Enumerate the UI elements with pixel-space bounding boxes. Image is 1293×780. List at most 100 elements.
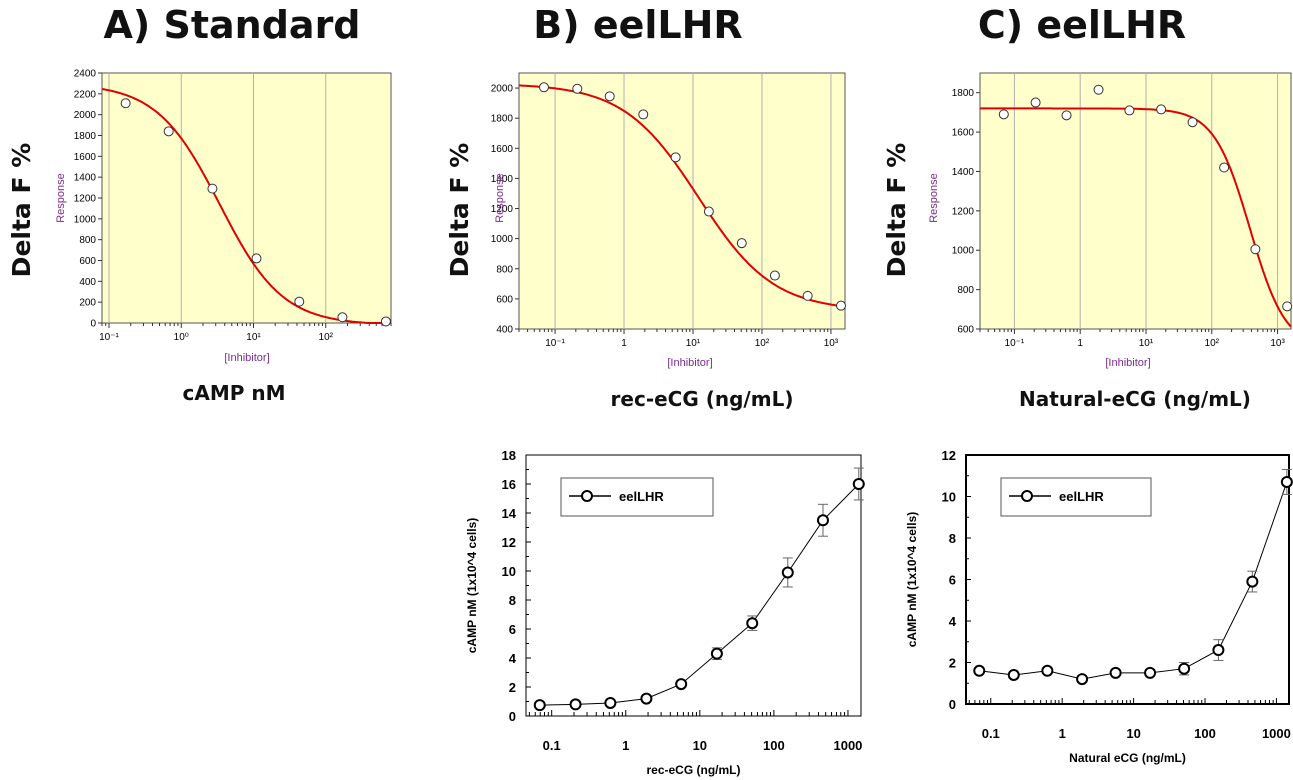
- x-tick-label: 10⁻¹: [99, 332, 119, 343]
- y-tick-label: 8: [509, 593, 516, 608]
- y-tick-label: 1200: [491, 204, 514, 215]
- y-tick-label: 10: [942, 490, 956, 505]
- plot-area: [518, 72, 846, 330]
- y-tick-label: 2: [949, 656, 956, 671]
- legend-marker: [581, 490, 593, 502]
- data-point: [973, 664, 986, 677]
- data-point: [1282, 301, 1293, 312]
- y-tick-label: 800: [957, 285, 974, 296]
- data-point: [251, 253, 262, 264]
- y-tick-label: 800: [79, 235, 96, 246]
- x-tick-label: 1000: [833, 738, 862, 753]
- y-tick-label: 4: [949, 614, 957, 629]
- y-tick-label: 8: [949, 531, 956, 546]
- y-tick-label: 16: [502, 477, 516, 492]
- data-point: [836, 300, 847, 311]
- data-point: [1061, 110, 1072, 121]
- data-point: [337, 312, 348, 323]
- data-point: [998, 109, 1009, 120]
- y-tick-label: 2000: [491, 84, 514, 95]
- y-tick-label: 12: [942, 448, 956, 463]
- y-tick-label: 1200: [74, 194, 97, 205]
- y-tick-label: 2: [509, 680, 516, 695]
- figure-x-label: cAMP nM: [183, 381, 286, 405]
- data-point: [1212, 644, 1225, 657]
- plot-area: [979, 72, 1292, 330]
- y-tick-label: 1000: [491, 234, 514, 245]
- inner-x-label: [Inhibitor]: [224, 352, 269, 364]
- data-point: [1187, 117, 1198, 128]
- panel-title: B) eelLHR: [533, 3, 742, 47]
- data-point: [604, 91, 615, 102]
- x-tick-label: 1: [1059, 726, 1066, 741]
- panel-title: C) eelLHR: [978, 3, 1186, 47]
- data-point: [769, 270, 780, 281]
- x-tick-label: 10²: [319, 332, 334, 343]
- chart-e: 0 2 4 6 8 10 12 0.1 1 10 100 1000 eelLHR cAMP nM (1x1…: [905, 448, 1293, 765]
- x-tick-label: 10¹: [686, 338, 701, 349]
- x-tick-label: 100: [763, 738, 785, 753]
- x-tick-label: 0.1: [982, 726, 1000, 741]
- x-tick-label: 10⁻¹: [1005, 338, 1025, 349]
- y-tick-label: 400: [496, 325, 513, 336]
- y-tick-label: 1600: [491, 144, 514, 155]
- chart-c: 600 800 1000 1200 1400 1600 1800 10⁻¹ 1 10¹ 10² 10³…: [882, 3, 1293, 411]
- y-tick-label: 1800: [74, 131, 97, 142]
- figure-x-label: rec-eCG (ng/mL): [611, 387, 794, 411]
- plot-area: [101, 72, 392, 324]
- inner-y-label: Response: [55, 173, 67, 223]
- y-tick-label: 2200: [74, 89, 97, 100]
- y-tick-label: 6: [949, 573, 956, 588]
- inner-x-label: [Inhibitor]: [667, 357, 712, 369]
- data-point: [1109, 666, 1122, 679]
- chart-b: 400 600 800 1000 1200 1400 1600 1800 2000 10⁻¹ 1 10…: [445, 3, 847, 411]
- x-tick-label: 100: [1194, 726, 1216, 741]
- x-axis-label: Natural eCG (ng/mL): [1069, 751, 1186, 765]
- data-point: [1156, 104, 1167, 115]
- data-point: [1219, 162, 1230, 173]
- data-point: [670, 152, 681, 163]
- y-tick-label: 18: [502, 448, 516, 463]
- x-tick-label: 10³: [1270, 338, 1285, 349]
- series-line: [539, 483, 860, 706]
- data-point: [572, 83, 583, 94]
- data-point: [120, 98, 131, 109]
- y-tick-label: 600: [496, 294, 513, 305]
- data-point: [569, 698, 582, 711]
- y-tick-label: 600: [957, 325, 974, 336]
- data-point: [1041, 664, 1054, 677]
- y-tick-label: 12: [502, 535, 516, 550]
- y-tick-label: 600: [79, 256, 96, 267]
- y-tick-label: 10: [502, 564, 516, 579]
- y-tick-label: 6: [509, 622, 516, 637]
- data-point: [736, 238, 747, 249]
- data-point: [781, 566, 794, 579]
- data-point: [816, 514, 829, 527]
- inner-y-label: Response: [928, 173, 940, 223]
- data-point: [852, 478, 865, 490]
- legend-label: eelLHR: [1059, 489, 1104, 504]
- data-point: [1030, 97, 1041, 108]
- y-tick-label: 1400: [952, 167, 975, 178]
- y-tick-label: 200: [79, 298, 96, 309]
- inner-x-label: [Inhibitor]: [1105, 357, 1150, 369]
- y-tick-label: 1400: [491, 174, 514, 185]
- x-tick-label: 10³: [824, 338, 839, 349]
- x-tick-label: 10²: [755, 338, 770, 349]
- data-point: [1124, 105, 1135, 116]
- figure-y-label: Delta F %: [445, 143, 474, 278]
- y-tick-label: 800: [496, 264, 513, 275]
- figure-x-label: Natural-eCG (ng/mL): [1019, 387, 1251, 411]
- y-tick-label: 0: [509, 709, 516, 724]
- inner-y-label: Response: [494, 173, 506, 223]
- chart-d: 0 2 4 6 8 10 12 14 16 18 0.1 1 10 100 1000 eelLHR cAMP n…: [465, 448, 865, 777]
- data-point: [746, 617, 759, 630]
- y-tick-label: 1800: [491, 114, 514, 125]
- legend-marker: [1021, 490, 1033, 502]
- x-tick-label: 10¹: [246, 332, 261, 343]
- y-tick-label: 1600: [952, 128, 975, 139]
- figure-y-label: Delta F %: [882, 143, 911, 278]
- y-tick-label: 1400: [74, 173, 97, 184]
- data-point: [640, 692, 653, 705]
